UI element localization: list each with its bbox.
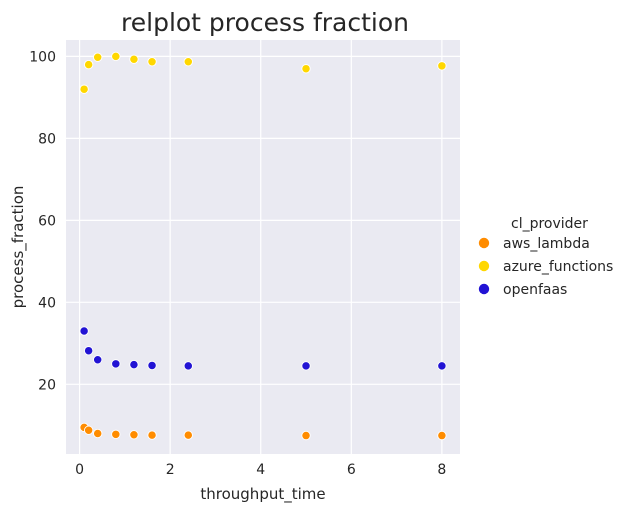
x-axis-ticks: 0 2 4 6 8 — [75, 462, 446, 478]
data-point — [183, 361, 193, 371]
data-point — [83, 425, 94, 435]
data-point — [111, 51, 121, 62]
legend: cl_provider aws_lambda azure_functionsope… — [478, 216, 613, 298]
data-point — [129, 359, 139, 370]
x-tick-label: 2 — [166, 462, 175, 478]
x-tick-label: 4 — [256, 462, 265, 478]
data-point — [111, 359, 121, 369]
legend-title: cl_provider — [511, 216, 588, 232]
data-point — [79, 84, 89, 94]
y-axis-ticks: 20 40 60 80 100 — [29, 49, 56, 393]
data-point — [79, 326, 89, 336]
data-point — [437, 361, 447, 371]
legend-label: openfaas — [503, 282, 567, 298]
data-point — [147, 57, 157, 67]
data-point — [437, 430, 447, 441]
legend-marker — [478, 283, 490, 295]
data-point — [301, 64, 311, 74]
series-openfaas — [79, 326, 447, 371]
data-point — [83, 346, 94, 356]
y-tick-label: 40 — [38, 295, 56, 311]
legend-marker — [478, 237, 490, 249]
chart-title: relplot process fraction — [121, 8, 409, 37]
x-tick-label: 6 — [347, 462, 356, 478]
legend-label: aws_lambda — [503, 236, 590, 252]
y-tick-label: 100 — [29, 49, 56, 65]
x-tick-label: 8 — [437, 462, 446, 478]
data-point — [93, 428, 103, 439]
data-point — [129, 430, 139, 440]
data-point — [93, 52, 103, 62]
y-tick-label: 20 — [38, 377, 56, 393]
x-tick-label: 0 — [75, 462, 84, 478]
data-point — [93, 355, 103, 365]
plot-area — [66, 40, 460, 454]
y-tick-label: 80 — [38, 131, 56, 147]
legend-marker — [478, 260, 490, 272]
data-point — [301, 361, 311, 371]
data-point — [301, 430, 311, 441]
data-point — [183, 57, 193, 67]
data-point — [83, 59, 94, 70]
legend-label: azure_functions — [503, 259, 613, 275]
x-axis-label: throughput_time — [200, 485, 325, 504]
data-point — [147, 360, 157, 371]
data-point — [111, 429, 121, 439]
data-point — [129, 54, 139, 64]
data-point — [147, 430, 157, 440]
grid-lines — [66, 40, 460, 454]
series-aws-lambda — [79, 422, 447, 441]
data-point — [437, 61, 447, 71]
data-point — [183, 430, 193, 440]
series-azure-functions — [79, 51, 447, 94]
y-axis-label: process_fraction — [9, 186, 28, 309]
y-tick-label: 60 — [38, 213, 56, 229]
data-points — [79, 51, 447, 441]
